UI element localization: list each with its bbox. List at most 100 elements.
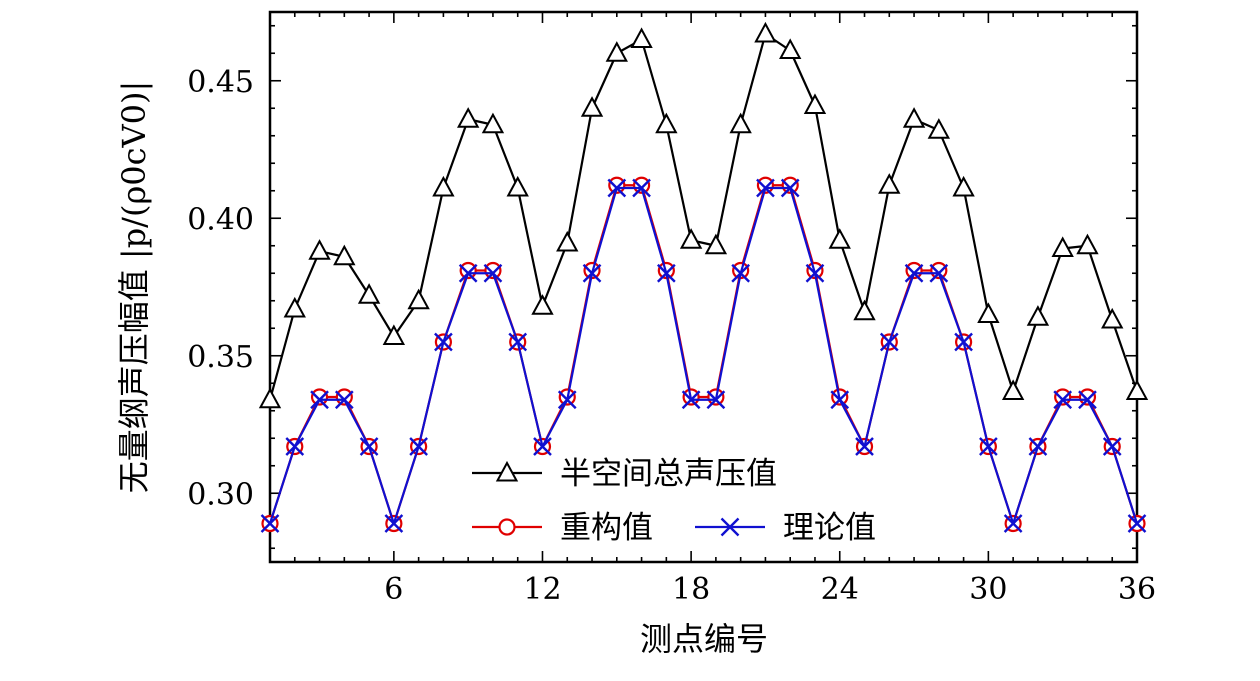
series-3-point [557,390,577,410]
x-stroke [310,390,329,410]
series-1-point [382,324,406,345]
x-stroke [756,178,775,198]
series-3-point [533,437,552,456]
x-stroke [805,263,825,283]
x-stroke [260,514,280,533]
y-tick-label: 0.45 [187,65,254,100]
series-3-point [681,390,701,410]
x-stroke [409,437,428,456]
series-1-point [1026,305,1050,326]
series-3-point [1053,390,1073,410]
x-stroke [557,390,577,410]
legend-label: 理论值 [783,510,876,546]
x-stroke [434,332,453,352]
series-1-point [704,233,728,255]
series-3-point [805,263,825,283]
series-1-point [729,112,752,134]
series-1-point [1001,379,1025,400]
x-stroke [706,390,726,410]
series-1-point [556,230,579,252]
series-3-point [285,437,305,456]
series-1-point [927,118,951,139]
series-1-point [283,296,306,318]
legend-marker [498,518,516,536]
legend-entry-1: 半空间总声压值 [472,456,777,492]
series-1-point [977,302,1000,323]
x-stroke [285,437,305,456]
x-stroke [879,332,899,352]
series-3-point [904,263,924,283]
series-1-point [506,175,529,197]
series-3-point [607,178,627,198]
x-stroke [582,263,602,283]
x-stroke [607,178,627,198]
x-stroke [384,514,404,533]
x-stroke [359,437,379,456]
x-stroke [720,517,740,537]
series-3-point [954,332,973,352]
series-1-point [679,228,703,249]
series-3-point [1003,514,1023,533]
series-1-point [407,288,430,310]
x-stroke [681,390,701,410]
series-1-point [630,27,653,48]
series-3-point [508,332,528,352]
x-stroke [979,437,998,456]
x-stroke [904,263,924,283]
series-1-point [432,175,455,197]
series-line-3 [268,186,1139,525]
series-1-point [952,175,975,197]
series-1-point [902,107,926,128]
x-stroke [1102,437,1122,456]
series-1-point [308,239,331,260]
x-axis-title: 测点编号 [640,620,768,658]
x-stroke [632,178,651,198]
series-2-point [1054,388,1072,406]
legend-label: 重构值 [560,510,653,546]
x-tick-label: 24 [821,572,859,607]
x-tick-label: 30 [969,572,1007,607]
legend-entry-3: 理论值 [695,510,876,546]
x-stroke [929,263,949,283]
x-tick-label: 36 [1118,572,1156,607]
legend-marker [720,517,740,537]
x-stroke [954,332,973,352]
series-1-point [1051,236,1074,257]
series-3-point [756,178,775,198]
series-1-point [531,294,554,315]
y-tick-label: 0.30 [187,477,254,512]
series-2-point [310,388,329,406]
x-tick-label: 12 [523,572,561,607]
x-stroke [483,263,503,283]
x-stroke [1078,390,1097,410]
series-3-point [929,263,949,283]
series-3-point [731,263,751,283]
x-stroke [1053,390,1073,410]
series-2-point [1078,388,1097,406]
series-3-point [334,390,354,410]
series-1-point [828,228,851,249]
series-1-point [1125,379,1149,400]
series-3-point [1028,437,1048,456]
x-tick-label: 6 [384,572,403,607]
series-3-point [780,178,800,198]
series-1-point [878,173,901,194]
series-3-point [830,390,850,410]
y-tick-label: 0.35 [187,340,254,375]
plot-frame [268,10,1139,564]
x-stroke [731,263,751,283]
series-1-point [258,387,282,409]
series-3-point [483,263,503,283]
x-stroke [780,178,800,198]
x-stroke [533,437,552,456]
series-3-point [260,514,280,533]
series-1-point [1076,233,1099,255]
x-stroke [830,390,850,410]
series-3-point [706,390,726,410]
series-3-point [855,437,874,456]
series-3-point [656,263,676,283]
series-3-point [458,263,478,283]
series-3-point [1127,514,1147,533]
x-stroke [656,263,676,283]
